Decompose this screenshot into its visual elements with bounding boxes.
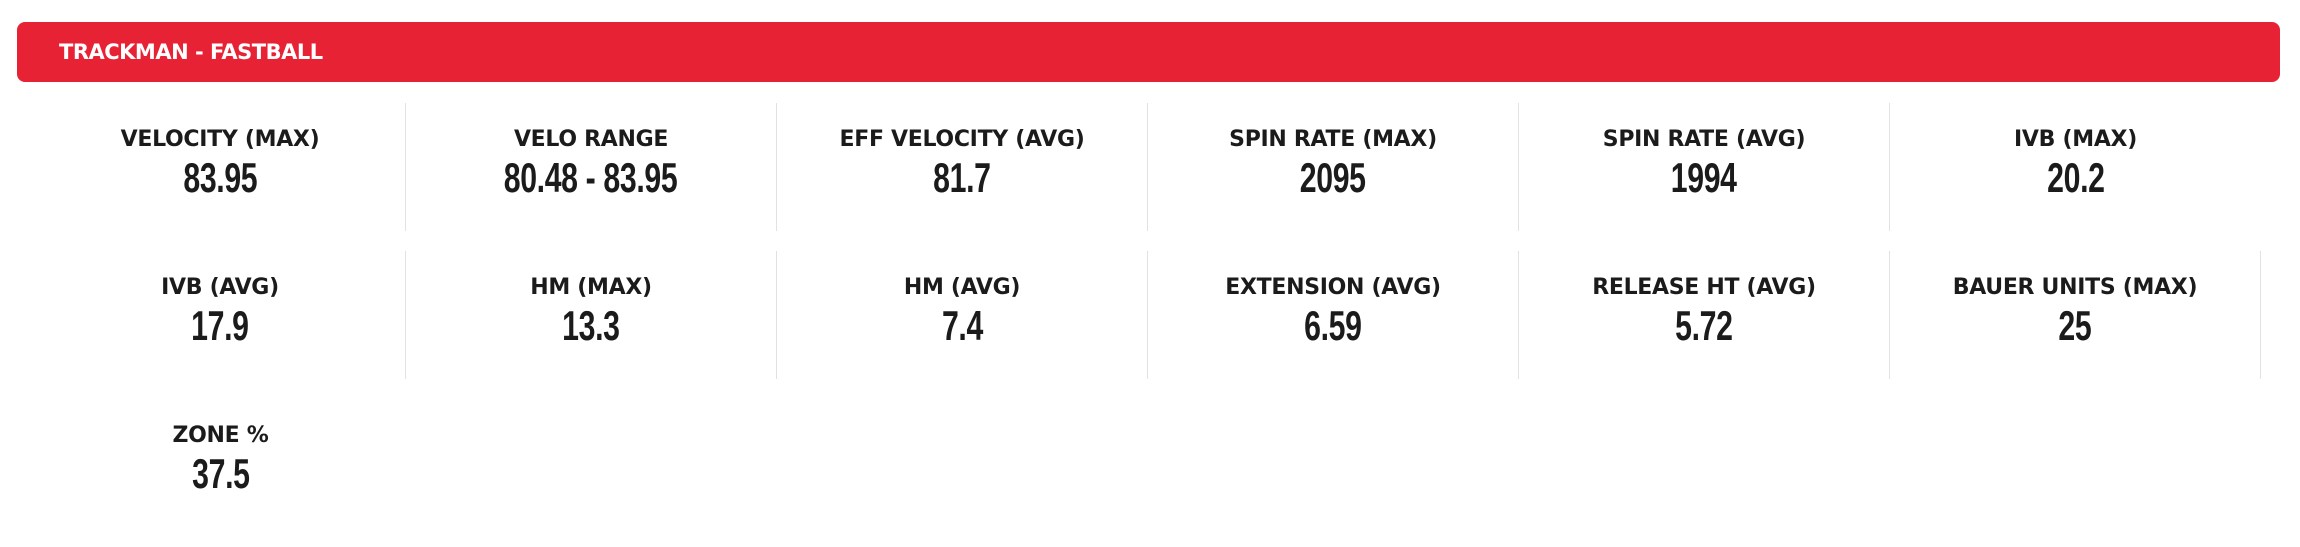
stat-extension-avg: EXTENSION (AVG) 6.59 bbox=[1148, 251, 1519, 379]
stats-row-3: ZONE % 37.5 bbox=[35, 399, 2270, 527]
stat-velo-range: VELO RANGE 80.48 - 83.95 bbox=[406, 103, 777, 231]
stat-label: HM (AVG) bbox=[903, 275, 1021, 300]
stat-value: 81.7 bbox=[933, 154, 991, 201]
stat-spin-rate-avg: SPIN RATE (AVG) 1994 bbox=[1519, 103, 1890, 231]
stat-ivb-max: IVB (MAX) 20.2 bbox=[1890, 103, 2261, 231]
stat-hm-max: HM (MAX) 13.3 bbox=[406, 251, 777, 379]
stats-row-1: VELOCITY (MAX) 83.95 VELO RANGE 80.48 - … bbox=[35, 103, 2270, 231]
stat-label: VELOCITY (MAX) bbox=[120, 127, 320, 152]
stat-label: SPIN RATE (MAX) bbox=[1229, 127, 1437, 152]
stat-label: SPIN RATE (AVG) bbox=[1602, 127, 1806, 152]
section-header: TRACKMAN - FASTBALL bbox=[17, 22, 2280, 82]
stat-zone-percent: ZONE % 37.5 bbox=[35, 399, 406, 527]
stat-label: IVB (MAX) bbox=[2014, 127, 2137, 152]
stat-label: RELEASE HT (AVG) bbox=[1592, 275, 1816, 300]
stat-value: 25 bbox=[2058, 302, 2092, 349]
stat-value: 1994 bbox=[1671, 154, 1737, 201]
stat-label: EXTENSION (AVG) bbox=[1225, 275, 1441, 300]
stat-eff-velocity-avg: EFF VELOCITY (AVG) 81.7 bbox=[777, 103, 1148, 231]
stat-label: VELO RANGE bbox=[513, 127, 669, 152]
stat-spin-rate-max: SPIN RATE (MAX) 2095 bbox=[1148, 103, 1519, 231]
section-title: TRACKMAN - FASTBALL bbox=[59, 40, 323, 64]
stat-label: IVB (AVG) bbox=[161, 275, 279, 300]
stat-value: 5.72 bbox=[1675, 302, 1733, 349]
stats-row-2: IVB (AVG) 17.9 HM (MAX) 13.3 HM (AVG) 7.… bbox=[35, 251, 2270, 379]
stat-value: 20.2 bbox=[2046, 154, 2105, 201]
stat-label: HM (MAX) bbox=[530, 275, 652, 300]
stat-hm-avg: HM (AVG) 7.4 bbox=[777, 251, 1148, 379]
stat-release-ht-avg: RELEASE HT (AVG) 5.72 bbox=[1519, 251, 1890, 379]
stat-value: 80.48 - 83.95 bbox=[504, 154, 678, 201]
stat-label: BAUER UNITS (MAX) bbox=[1952, 275, 2198, 300]
stat-label: EFF VELOCITY (AVG) bbox=[839, 127, 1085, 152]
stat-value: 83.95 bbox=[183, 154, 257, 201]
stat-value: 2095 bbox=[1300, 154, 1366, 201]
stat-value: 37.5 bbox=[191, 450, 250, 497]
stat-label: ZONE % bbox=[172, 423, 269, 448]
stat-value: 7.4 bbox=[941, 302, 983, 349]
stat-value: 17.9 bbox=[191, 302, 249, 349]
stat-velocity-max: VELOCITY (MAX) 83.95 bbox=[35, 103, 406, 231]
stat-value: 6.59 bbox=[1304, 302, 1362, 349]
stat-bauer-units-max: BAUER UNITS (MAX) 25 bbox=[1890, 251, 2261, 379]
stats-grid: VELOCITY (MAX) 83.95 VELO RANGE 80.48 - … bbox=[35, 103, 2270, 547]
stat-ivb-avg: IVB (AVG) 17.9 bbox=[35, 251, 406, 379]
stat-value: 13.3 bbox=[562, 302, 620, 349]
